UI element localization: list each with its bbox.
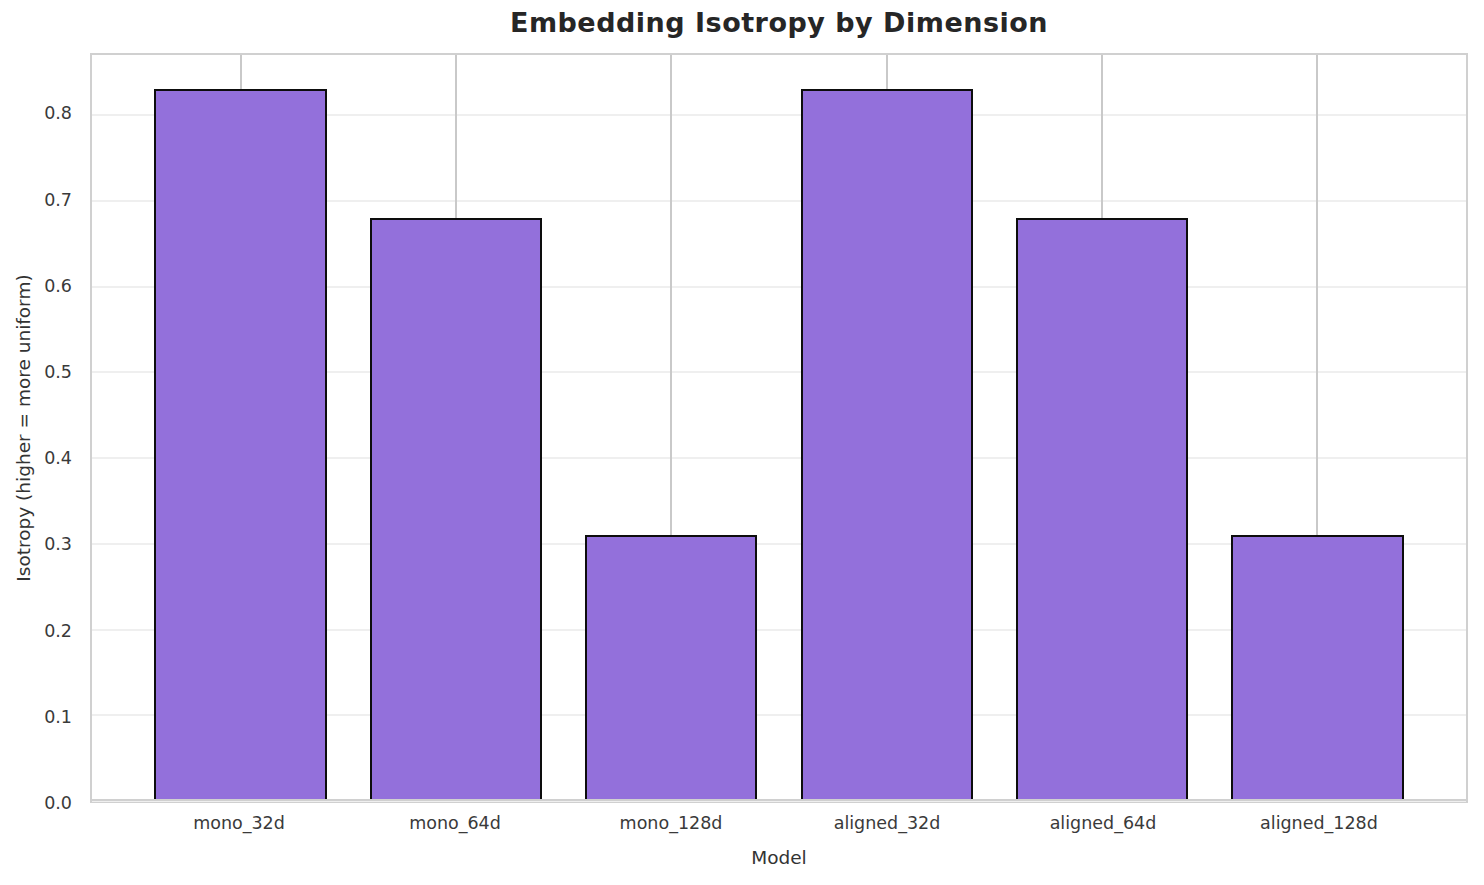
bar-mono_128d [585,535,757,801]
x-tick-label: mono_128d [620,813,723,833]
y-tick-label: 0.1 [44,705,72,729]
y-tick-label: 0.7 [44,188,72,212]
y-tick-label: 0.6 [44,274,72,298]
chart-title: Embedding Isotropy by Dimension [90,7,1468,38]
bar-aligned_128d [1231,535,1403,801]
x-tick-label: aligned_128d [1260,813,1378,833]
x-tick-label: mono_64d [409,813,501,833]
plot-area [90,53,1468,803]
bar-mono_64d [370,218,542,801]
bar-mono_32d [154,89,326,801]
x-axis-label: Model [90,847,1468,868]
x-tick-label: aligned_64d [1050,813,1157,833]
y-tick-label: 0.3 [44,532,72,556]
y-axis-label: Isotropy (higher = more uniform) [13,274,34,581]
x-axis-tick-labels: mono_32d mono_64d mono_128d aligned_32d alig… [90,813,1468,841]
y-tick-label: 0.0 [44,791,72,815]
y-tick-label: 0.4 [44,446,72,470]
x-tick-label: aligned_32d [834,813,941,833]
x-tick-label: mono_32d [193,813,285,833]
figure: Embedding Isotropy by Dimension 0.0 0.1 0.… [0,0,1484,885]
y-tick-label: 0.2 [44,619,72,643]
x-axis-spine [92,799,1466,802]
y-tick-label: 0.8 [44,101,72,125]
y-tick-label: 0.5 [44,360,72,384]
bar-aligned_64d [1016,218,1188,801]
bar-aligned_32d [801,89,973,801]
